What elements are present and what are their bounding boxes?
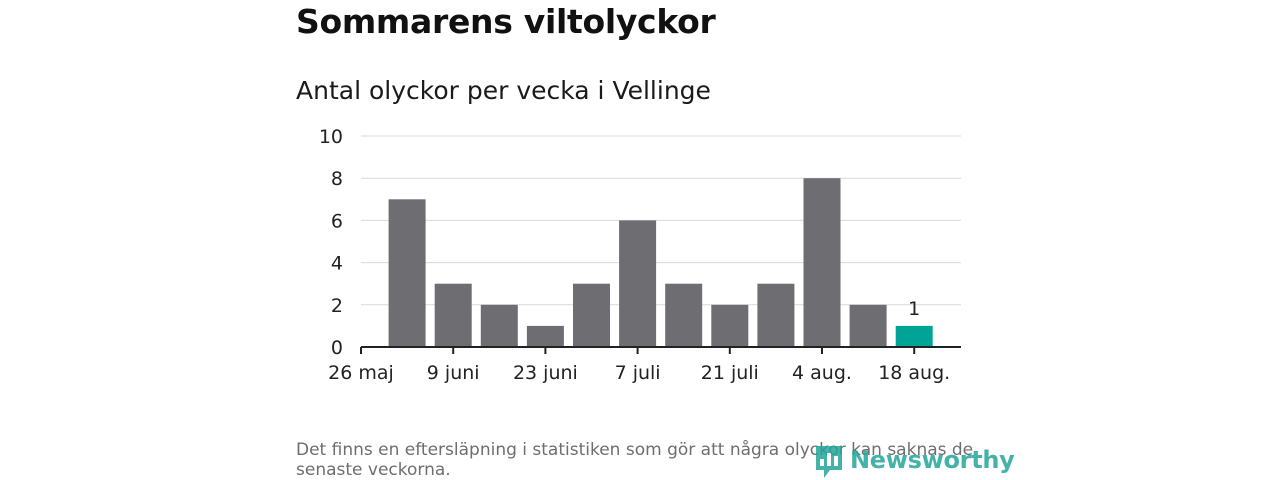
bar (388, 199, 426, 347)
x-tick-label: 9 juni (427, 362, 480, 384)
y-tick-label: 10 (319, 126, 343, 148)
bar (849, 304, 887, 347)
y-tick-label: 2 (331, 295, 343, 317)
newsworthy-logo: Newsworthy (814, 444, 1015, 480)
chart-subtitle: Antal olyckor per vecka i Vellinge (296, 76, 711, 105)
bar (665, 283, 703, 347)
y-tick-label: 4 (331, 253, 343, 275)
bar (434, 283, 472, 347)
y-tick-label: 6 (331, 210, 343, 232)
x-tick-label: 7 juli (615, 362, 661, 384)
bar (526, 325, 564, 347)
data-label: 1 (908, 298, 920, 320)
x-tick-label: 4 aug. (792, 362, 852, 384)
bar-highlight (895, 325, 933, 347)
y-tick-label: 0 (331, 337, 343, 359)
x-tick-label: 18 aug. (878, 362, 950, 384)
bar (480, 304, 518, 347)
bar (619, 220, 657, 347)
logo-text: Newsworthy (850, 446, 1015, 474)
chart-title: Sommarens viltolyckor (296, 2, 716, 41)
bar (711, 304, 749, 347)
bar (573, 283, 610, 347)
y-tick-label: 8 (331, 168, 343, 190)
x-tick-label: 21 juli (701, 362, 759, 384)
newsworthy-logo-icon (816, 446, 842, 478)
x-tick-label: 23 juni (513, 362, 578, 384)
bar (803, 178, 841, 347)
bar (757, 283, 795, 347)
bar-chart: 0 2 4 6 8 10 1 26 maj 9 juni 23 juni 7 juli 21 juli… (319, 126, 961, 384)
x-tick-label: 26 maj (328, 362, 394, 384)
footnote: Det finns en eftersläpning i statistiken… (296, 440, 974, 480)
